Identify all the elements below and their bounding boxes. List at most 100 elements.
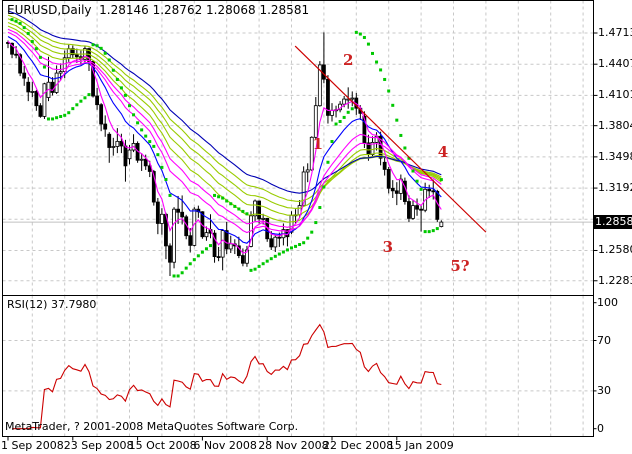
parabolic-sar-dots — [10, 18, 443, 278]
candle-body — [168, 245, 172, 263]
psar-dot — [387, 89, 391, 93]
psar-dot — [302, 241, 306, 245]
psar-dot — [358, 32, 362, 36]
psar-dot — [22, 26, 26, 30]
psar-dot — [176, 274, 180, 278]
psar-dot — [269, 257, 273, 261]
psar-dot — [34, 47, 38, 51]
elliott-wave-label-1: 1 — [312, 135, 324, 154]
psar-dot — [403, 146, 407, 150]
psar-dot — [407, 156, 411, 160]
current-price-badge: 1.28581 — [593, 215, 632, 230]
date-axis-label: 28 Nov 2008 — [258, 439, 329, 452]
psar-dot — [435, 227, 439, 231]
psar-dot — [310, 230, 314, 234]
psar-dot — [119, 86, 123, 90]
psar-dot — [346, 110, 350, 114]
psar-dot — [107, 58, 111, 62]
candle-body — [14, 53, 19, 56]
psar-dot — [18, 21, 22, 25]
psar-dot — [10, 18, 14, 22]
price-axis-label: 1.47130 — [598, 26, 632, 39]
psar-dot — [188, 262, 192, 266]
candle-body — [342, 98, 347, 105]
candle-body — [155, 201, 160, 224]
candle-body — [115, 140, 120, 147]
candle-body — [18, 54, 23, 74]
ma-line-36 — [7, 21, 442, 216]
candle-body — [58, 71, 63, 74]
psar-dot — [168, 193, 172, 197]
psar-dot — [285, 248, 289, 252]
psar-dot — [375, 60, 379, 64]
psar-dot — [148, 140, 152, 144]
date-axis-label: 22 Dec 2008 — [323, 439, 394, 452]
moving-average-lines — [7, 10, 442, 254]
psar-dot — [217, 195, 221, 199]
candle-body — [321, 64, 326, 80]
psar-dot — [330, 139, 334, 143]
price-axis-label: 1.44070 — [598, 57, 632, 71]
psar-dot — [184, 266, 188, 270]
psar-dot — [99, 46, 103, 50]
candle-body — [127, 149, 132, 160]
rsi-axis-label: 100 — [597, 295, 618, 309]
psar-dot — [411, 169, 415, 173]
psar-dot — [233, 204, 237, 208]
candle-body — [305, 169, 310, 173]
psar-dot — [140, 128, 144, 132]
candle-body — [99, 104, 104, 125]
candle-body — [103, 123, 108, 130]
psar-dot — [67, 111, 71, 115]
rsi-axis-label: 30 — [597, 383, 611, 397]
date-axis-label: 15 Oct 2008 — [128, 439, 197, 452]
psar-dot — [241, 209, 245, 213]
psar-dot — [196, 254, 200, 258]
candle-body — [42, 83, 47, 117]
psar-dot — [237, 207, 241, 211]
candle-body — [107, 133, 112, 148]
date-axis-label: 1 Sep 2008 — [1, 439, 64, 452]
price-axis-label: 1.34980 — [598, 149, 632, 163]
psar-dot — [334, 122, 338, 126]
psar-dot — [350, 107, 354, 111]
psar-dot — [314, 221, 318, 225]
candle-body — [224, 230, 229, 250]
candle-body — [176, 208, 181, 213]
psar-dot — [42, 65, 46, 69]
ma-line-13 — [7, 36, 442, 244]
psar-dot — [338, 120, 342, 124]
candle-body — [419, 208, 424, 211]
psar-dot — [160, 165, 164, 169]
psar-dot — [115, 78, 119, 82]
candle-body — [172, 208, 176, 263]
candle-body — [245, 249, 249, 264]
date-axis-label: 6 Nov 2008 — [193, 439, 257, 452]
psar-dot — [261, 262, 265, 266]
candle-body — [30, 91, 35, 93]
psar-dot — [431, 229, 435, 233]
ma-line-25 — [7, 28, 442, 228]
candle-body — [269, 238, 274, 248]
psar-dot — [395, 118, 399, 122]
psar-dot — [192, 258, 196, 262]
psar-dot — [180, 271, 184, 275]
chart-title-ohlc: EURUSD,Daily 1.28146 1.28762 1.28068 1.2… — [7, 3, 310, 17]
candle-body — [390, 187, 395, 192]
psar-dot — [26, 31, 30, 35]
psar-dot — [290, 246, 293, 250]
price-axis-label: 1.31920 — [598, 181, 632, 195]
candle-body — [407, 201, 411, 219]
candle-body — [204, 232, 209, 238]
rsi-axis-label: 0 — [597, 421, 604, 435]
candle-body — [192, 208, 197, 246]
candle-body — [159, 213, 164, 224]
candle-body — [62, 57, 67, 72]
psar-dot — [342, 115, 346, 119]
psar-dot — [103, 51, 107, 55]
candle-body — [34, 91, 39, 107]
psar-dot — [14, 19, 18, 23]
price-axis-label: 1.25800 — [598, 243, 632, 257]
